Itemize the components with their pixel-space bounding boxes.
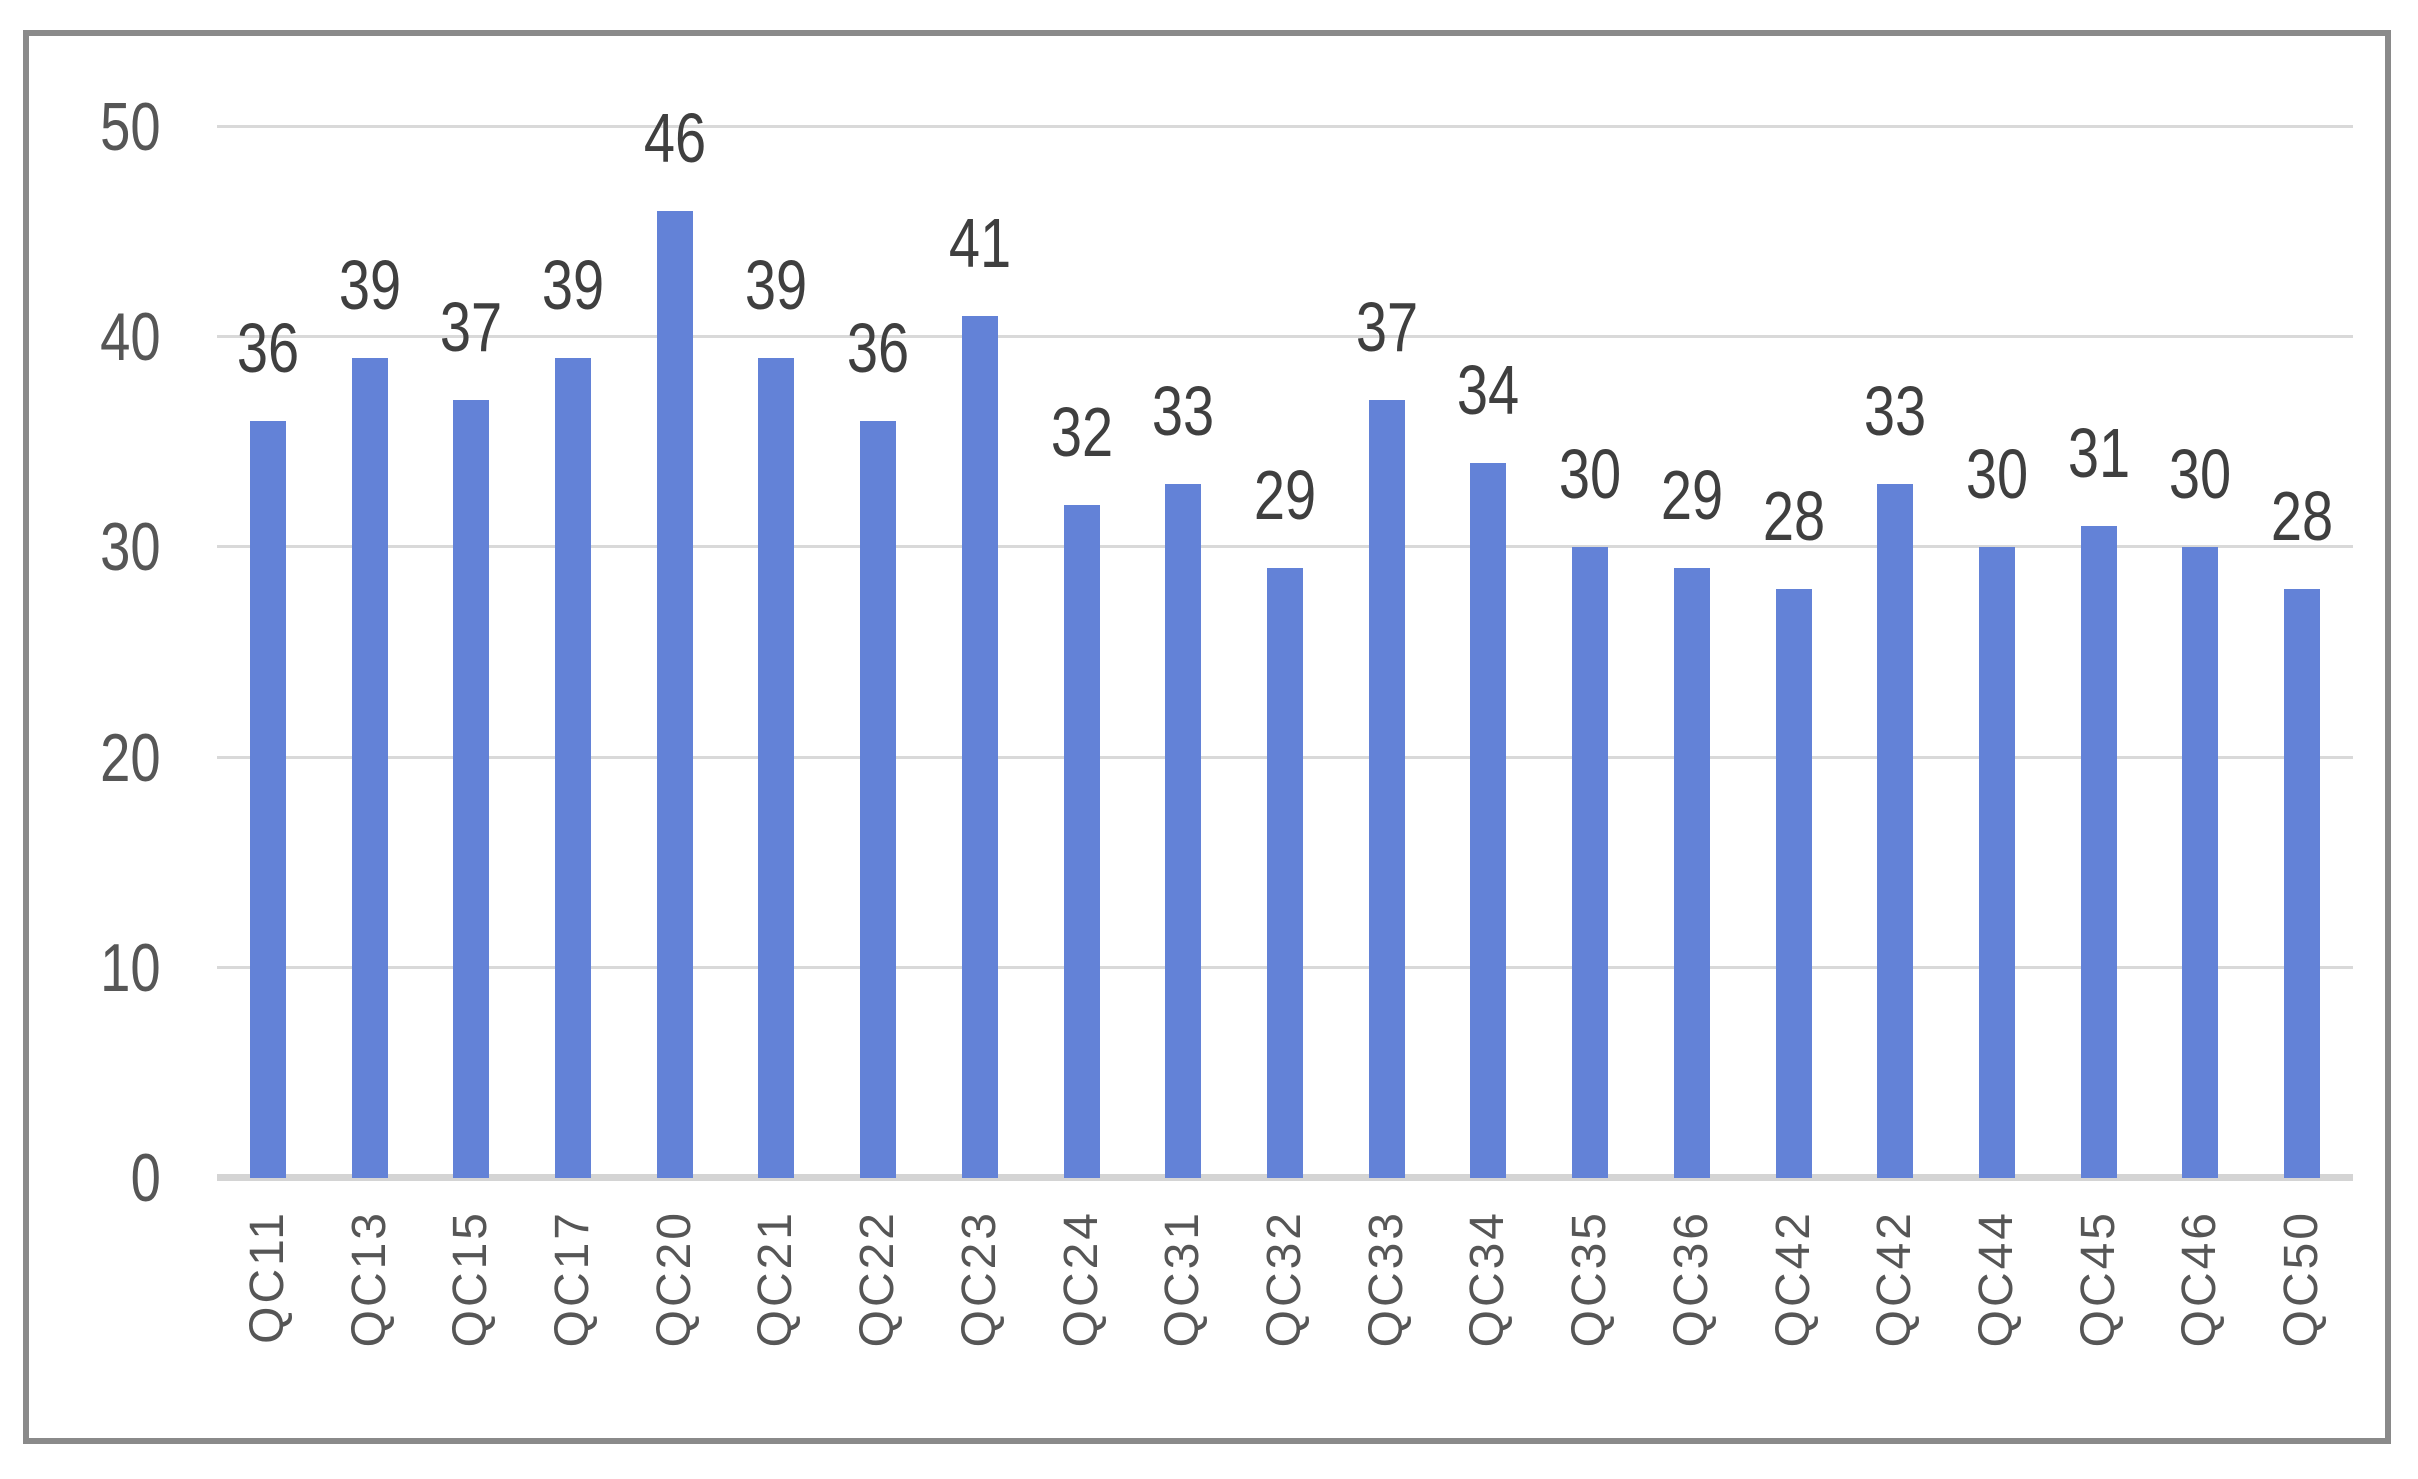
y-tick-label: 20: [100, 719, 161, 796]
y-tick-label: 40: [100, 299, 161, 376]
bar-slot: 28 QC42: [1743, 127, 1845, 1347]
gridline: [217, 335, 2353, 339]
bar-slot: 39 QC21: [726, 127, 828, 1347]
x-axis-category-label: QC21: [749, 1210, 803, 1348]
bar-value-label: 34: [1457, 351, 1520, 430]
bar-slot: 33 QC42: [1844, 127, 1946, 1347]
x-axis-category-label: QC17: [545, 1210, 599, 1348]
bar-slot: 28 QC50: [2251, 127, 2353, 1347]
bar-value-label: 32: [1050, 393, 1113, 472]
x-axis-category-label: QC13: [342, 1210, 396, 1348]
bar-value-label: 28: [2270, 477, 2334, 556]
x-axis-category-label: QC42: [1868, 1210, 1922, 1348]
bar-slot: 32 QC24: [1031, 127, 1133, 1347]
x-axis-category-label: QC11: [240, 1210, 294, 1344]
bar-slot: 34 QC34: [1438, 127, 1540, 1347]
bar-slot: 41 QC23: [929, 127, 1031, 1347]
bar: [1470, 463, 1507, 1178]
bar-slot: 37 QC33: [1336, 127, 1438, 1347]
bar-value-label: 28: [1762, 477, 1825, 556]
bar: [1877, 484, 1914, 1178]
bar: [2182, 547, 2219, 1178]
x-axis-category-label: QC20: [647, 1210, 701, 1348]
bar-value-label: 31: [2067, 414, 2130, 493]
x-axis-category-label: QC45: [2071, 1210, 2125, 1348]
bar-slot: 33 QC31: [1132, 127, 1234, 1347]
x-axis-category-label: QC33: [1359, 1210, 1413, 1348]
bar-slot: 37 QC15: [420, 127, 522, 1347]
bar-value-label: 33: [1864, 372, 1927, 451]
x-axis-category-label: QC34: [1461, 1210, 1515, 1348]
bar-slot: 31 QC45: [2048, 127, 2150, 1347]
bar: [1165, 484, 1202, 1178]
bar-slot: 29 QC36: [1641, 127, 1743, 1347]
bar: [758, 358, 795, 1178]
bar-value-label: 30: [1965, 435, 2029, 514]
bar-slot: 36 QC22: [827, 127, 929, 1347]
bar: [453, 400, 490, 1178]
bar-slot: 39 QC17: [522, 127, 624, 1347]
bar-value-label: 29: [1660, 456, 1723, 535]
y-tick-label: 0: [130, 1140, 161, 1216]
bar-value-label: 37: [1355, 288, 1418, 367]
gridline: [217, 125, 2353, 128]
bar-value-label: 39: [338, 246, 401, 325]
bar-value-label: 39: [541, 246, 605, 325]
bar: [1266, 568, 1303, 1178]
x-axis-category-label: QC50: [2275, 1210, 2329, 1348]
bar-value-label: 39: [745, 246, 808, 325]
bar-slot: 30 QC46: [2150, 127, 2252, 1347]
bar-slot: 29 QC32: [1234, 127, 1336, 1347]
x-axis-category-label: QC46: [2173, 1210, 2227, 1348]
bar: [2080, 526, 2117, 1178]
y-tick-label: 50: [100, 89, 161, 165]
x-axis-category-label: QC36: [1664, 1210, 1718, 1348]
x-axis-category-label: QC35: [1563, 1210, 1617, 1348]
bar-slot: 30 QC35: [1539, 127, 1641, 1347]
bar: [1673, 568, 1710, 1178]
bar-value-label: 30: [2169, 435, 2232, 514]
x-axis-category-label: QC44: [1969, 1210, 2023, 1348]
bar: [1978, 547, 2015, 1178]
x-axis-category-label: QC15: [444, 1210, 498, 1348]
x-axis-category-label: QC24: [1054, 1210, 1108, 1348]
chart-frame: 0 10 20 30 40 50 36 QC11 39 QC13 37 QC15 39 QC17 46 QC2…: [23, 30, 2391, 1444]
y-tick-label: 30: [100, 509, 161, 586]
bar: [249, 421, 286, 1178]
bar: [860, 421, 897, 1178]
bar: [1063, 505, 1100, 1178]
bar-value-label: 46: [643, 99, 706, 178]
bar-value-label: 33: [1152, 372, 1215, 451]
bar-value-label: 37: [440, 288, 503, 367]
bar-slot: 39 QC13: [319, 127, 421, 1347]
bar-slot: 36 QC11: [217, 127, 319, 1344]
x-axis-category-label: QC32: [1257, 1210, 1311, 1348]
bar: [554, 358, 591, 1178]
bar-value-label: 30: [1558, 435, 1622, 514]
bar: [1368, 400, 1405, 1178]
x-axis-category-label: QC42: [1766, 1210, 1820, 1348]
x-axis-category-label: QC31: [1156, 1210, 1210, 1348]
bar-value-label: 36: [236, 309, 299, 388]
bar: [961, 316, 998, 1178]
bar: [351, 358, 388, 1178]
x-axis-category-label: QC23: [952, 1210, 1006, 1348]
bar-value-label: 36: [846, 309, 910, 388]
y-tick-label: 10: [100, 929, 161, 1006]
gridline: [217, 545, 2353, 549]
bar: [2284, 589, 2321, 1178]
bar-value-label: 29: [1253, 456, 1317, 535]
bar: [1775, 589, 1812, 1178]
x-axis-category-label: QC22: [851, 1210, 905, 1348]
bar-slot: 30 QC44: [1946, 127, 2048, 1347]
bar: [656, 211, 693, 1178]
bar: [1572, 547, 1609, 1178]
bar-slot: 46 QC20: [624, 103, 726, 1347]
bar-value-label: 41: [948, 204, 1011, 283]
plot-area: 0 10 20 30 40 50 36 QC11 39 QC13 37 QC15 39 QC17 46 QC2…: [100, 93, 2353, 1347]
